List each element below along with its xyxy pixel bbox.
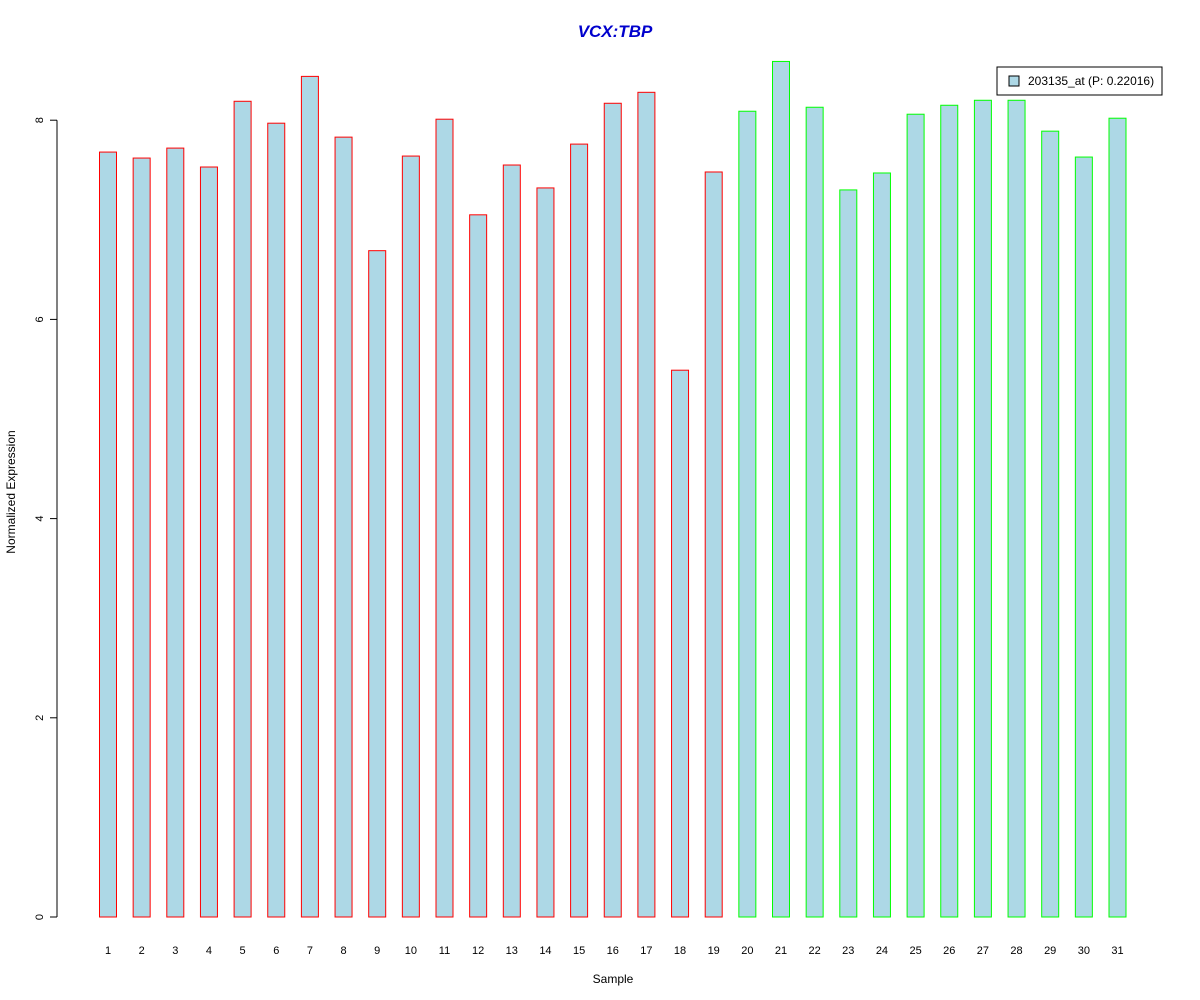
bars <box>99 60 1127 918</box>
bar-sample-22 <box>805 106 824 918</box>
x-tick-label: 28 <box>1010 945 1022 957</box>
bar-sample-11 <box>435 118 454 918</box>
x-tick-label: 4 <box>206 945 212 957</box>
x-tick-label: 12 <box>472 945 484 957</box>
bar-sample-9 <box>368 250 387 918</box>
x-tick-label: 23 <box>842 945 854 957</box>
bar-sample-2 <box>132 157 151 918</box>
x-tick-label: 7 <box>307 945 313 957</box>
chart-title: VCX:TBP <box>578 22 653 41</box>
bar-sample-26 <box>940 104 959 918</box>
y-tick-label: 4 <box>34 516 46 522</box>
bar-sample-3 <box>166 147 185 918</box>
bar-sample-21 <box>772 60 790 918</box>
x-tick-label: 22 <box>809 945 821 957</box>
x-tick-label: 13 <box>506 945 518 957</box>
x-axis-label: Sample <box>593 972 634 986</box>
y-tick-label: 8 <box>34 117 46 123</box>
x-tick-label: 27 <box>977 945 989 957</box>
x-tick-label: 3 <box>172 945 178 957</box>
bar-sample-14 <box>536 187 555 918</box>
bar-sample-31 <box>1108 117 1127 918</box>
x-tick-label: 1 <box>105 945 111 957</box>
x-tick-label: 26 <box>943 945 955 957</box>
x-tick-label: 30 <box>1078 945 1090 957</box>
bar-sample-16 <box>603 102 622 918</box>
x-tick-label: 15 <box>573 945 585 957</box>
bar-sample-4 <box>199 166 218 918</box>
x-tick-label: 6 <box>273 945 279 957</box>
bar-sample-5 <box>233 100 252 918</box>
bar-sample-13 <box>502 164 521 918</box>
x-tick-label: 24 <box>876 945 888 957</box>
y-tick-label: 2 <box>34 715 46 721</box>
x-tick-label: 20 <box>741 945 753 957</box>
x-tick-label: 19 <box>708 945 720 957</box>
bar-sample-24 <box>872 172 891 918</box>
bar-sample-7 <box>300 75 319 918</box>
y-axis: 0 2 4 6 8 <box>34 117 58 920</box>
bar-sample-1 <box>99 151 117 918</box>
x-tick-label: 9 <box>374 945 380 957</box>
x-tick-label: 8 <box>340 945 346 957</box>
bar-sample-8 <box>334 136 353 918</box>
x-tick-label: 10 <box>405 945 417 957</box>
x-tick-label: 11 <box>439 945 450 957</box>
bar-sample-29 <box>1041 130 1060 918</box>
x-tick-label: 31 <box>1111 945 1123 957</box>
x-tick-label: 29 <box>1044 945 1056 957</box>
bar-sample-18 <box>671 369 690 918</box>
legend: 203135_at (P: 0.22016) <box>996 66 1163 96</box>
legend-box <box>996 66 1163 96</box>
y-tick-label: 0 <box>34 914 46 920</box>
y-tick-label: 6 <box>34 316 46 322</box>
x-tick-label: 17 <box>640 945 652 957</box>
bar-sample-19 <box>704 171 723 918</box>
x-tick-label: 2 <box>139 945 145 957</box>
x-tick-label: 25 <box>909 945 921 957</box>
bar-sample-20 <box>738 110 757 918</box>
x-tick-label: 16 <box>607 945 619 957</box>
legend-label: 203135_at (P: 0.22016) <box>1028 74 1154 88</box>
x-tick-label: 14 <box>539 945 551 957</box>
bar-sample-17 <box>637 91 656 918</box>
bar-sample-27 <box>973 99 992 918</box>
x-tick-labels: 1 2 3 4 5 6 7 8 9 10 11 12 13 14 15 16 17 18 19 20 21 22 23 24 2… <box>105 945 1124 957</box>
bar-sample-30 <box>1074 156 1093 918</box>
bar-sample-28 <box>1007 99 1026 918</box>
bar-sample-6 <box>267 122 286 918</box>
x-tick-label: 5 <box>240 945 246 957</box>
bar-sample-25 <box>906 113 925 918</box>
bar-sample-15 <box>570 143 589 918</box>
bar-sample-10 <box>401 155 420 918</box>
bar-sample-12 <box>469 214 488 918</box>
x-tick-label: 18 <box>674 945 686 957</box>
y-axis-label: Normalized Expression <box>4 430 18 553</box>
legend-swatch <box>1008 75 1020 87</box>
x-tick-label: 21 <box>775 945 787 957</box>
bar-sample-23 <box>839 189 858 918</box>
